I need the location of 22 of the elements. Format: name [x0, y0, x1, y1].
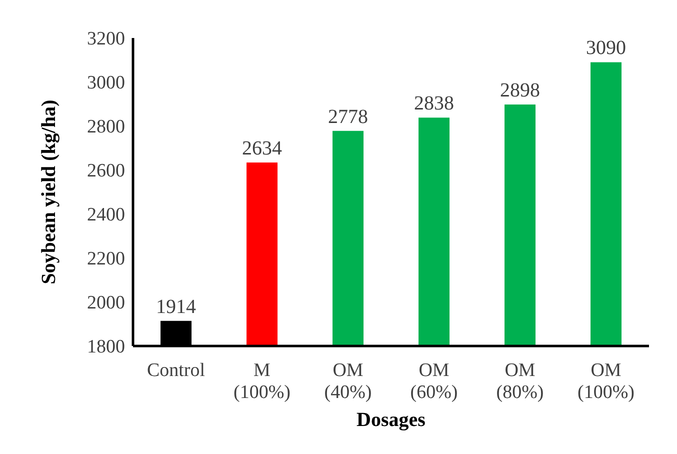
data-label: 3090	[586, 37, 626, 60]
data-label: 2898	[500, 79, 540, 102]
data-label: 2634	[242, 138, 282, 160]
y-tick-label: 1800	[87, 336, 125, 358]
x-tick-label: Control	[146, 360, 206, 381]
x-tick-label: OM (40%)	[324, 360, 372, 403]
data-label: 1914	[156, 296, 196, 318]
y-tick-label: 2000	[87, 292, 125, 314]
x-tick-label: M (100%)	[234, 360, 290, 403]
x-tick-label: OM (60%)	[410, 360, 458, 403]
y-tick-label: 2200	[87, 248, 125, 270]
data-label: 2838	[414, 92, 454, 115]
x-axis-title: Dosages	[356, 409, 426, 431]
y-tick-label: 2400	[87, 204, 125, 226]
y-tick-label: 3200	[87, 28, 125, 50]
y-tick-label: 2800	[87, 116, 125, 138]
y-tick-label: 3000	[87, 72, 125, 94]
data-label: 2778	[328, 106, 368, 128]
x-tick-label: OM (80%)	[496, 360, 544, 403]
y-axis-title: Soybean yield (kg/ha)	[38, 100, 60, 284]
y-tick-label: 2600	[87, 160, 125, 182]
x-tick-label: OM (100%)	[578, 360, 634, 403]
